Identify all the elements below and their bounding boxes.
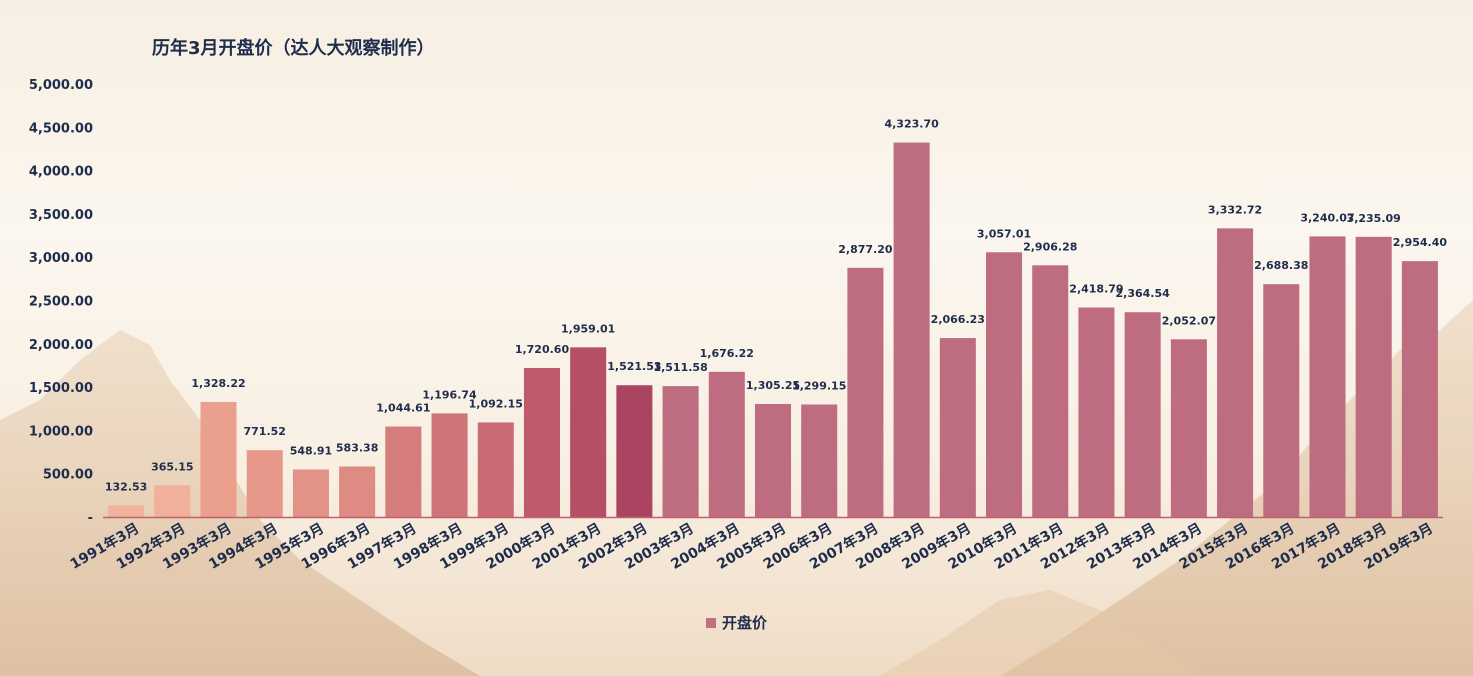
data-label: 771.52 <box>243 425 285 438</box>
y-tick-label: 2,500.00 <box>29 295 93 310</box>
data-label: 1,299.15 <box>792 379 846 392</box>
y-axis: - 500.00 1,000.00 1,500.00 2,000.00 2,500.00 3… <box>29 78 93 526</box>
bar <box>662 386 699 517</box>
bar <box>246 450 283 517</box>
y-tick-label: 2,000.00 <box>29 338 93 353</box>
bar <box>754 403 792 517</box>
data-label: 1,676.22 <box>700 347 754 360</box>
bar <box>570 347 607 517</box>
bar <box>847 267 884 517</box>
y-tick-label: 3,000.00 <box>29 251 93 266</box>
data-label: 1,720.60 <box>515 343 570 356</box>
bar <box>477 422 514 517</box>
data-label: 3,057.01 <box>977 227 1031 240</box>
data-label: 365.15 <box>151 460 193 473</box>
data-label: 1,959.01 <box>561 322 615 335</box>
bar <box>939 338 976 517</box>
bar <box>339 466 376 517</box>
data-label: 548.91 <box>290 444 332 457</box>
bar <box>986 252 1023 517</box>
bar <box>1217 228 1254 517</box>
y-tick-label: 4,000.00 <box>29 165 93 180</box>
y-tick-label: - <box>88 511 93 526</box>
data-label: 2,364.54 <box>1116 287 1171 300</box>
data-label: 3,235.09 <box>1347 212 1401 225</box>
data-label: 1,328.22 <box>191 377 245 390</box>
data-label: 1,521.53 <box>607 360 661 373</box>
data-labels-group: 132.53 365.15 1,328.22 771.52 548.91 583.38 1,… <box>105 118 1448 494</box>
data-label: 1,305.25 <box>746 379 800 392</box>
data-label: 1,196.74 <box>422 388 477 401</box>
y-tick-label: 500.00 <box>43 468 93 483</box>
data-label: 583.38 <box>336 441 378 454</box>
data-label: 3,240.07 <box>1300 211 1354 224</box>
y-tick-label: 3,500.00 <box>29 208 93 223</box>
bar <box>1309 236 1346 517</box>
bar <box>200 401 237 517</box>
data-label: 4,323.70 <box>884 118 939 131</box>
bar <box>385 426 422 517</box>
legend[interactable]: 开盘价 <box>0 612 1473 633</box>
bar <box>1078 307 1115 517</box>
bar <box>893 142 930 518</box>
data-label: 1,044.61 <box>376 402 430 415</box>
data-label: 1,092.15 <box>469 397 523 410</box>
bar <box>431 413 468 517</box>
bar <box>708 371 745 517</box>
bar <box>523 367 560 517</box>
bar <box>1170 339 1207 517</box>
data-label: 2,877.20 <box>838 243 893 256</box>
data-label: 2,954.40 <box>1393 236 1448 249</box>
bars-group <box>108 142 1438 518</box>
bar <box>1401 261 1438 517</box>
bar <box>616 385 653 517</box>
bar <box>292 469 329 517</box>
data-label: 2,906.28 <box>1023 240 1077 253</box>
data-label: 1,511.58 <box>653 361 707 374</box>
legend-label: 开盘价 <box>721 614 767 632</box>
bar <box>1355 236 1392 518</box>
y-tick-label: 4,500.00 <box>29 121 93 136</box>
y-tick-label: 1,000.00 <box>29 424 93 439</box>
y-tick-label: 5,000.00 <box>29 78 93 93</box>
data-label: 2,052.07 <box>1162 314 1216 327</box>
data-label: 3,332.72 <box>1208 203 1262 216</box>
bar <box>108 505 145 517</box>
data-label: 132.53 <box>105 481 147 494</box>
chart-title: 历年3月开盘价（达人大观察制作） <box>152 38 435 59</box>
bar <box>1032 265 1069 517</box>
data-label: 2,066.23 <box>931 313 985 326</box>
data-label: 2,418.79 <box>1069 283 1123 296</box>
data-label: 2,688.38 <box>1254 259 1308 272</box>
legend-swatch <box>705 618 716 628</box>
bar <box>154 485 191 517</box>
x-axis: 1991年3月1992年3月1993年3月1994年3月1995年3月1996年… <box>67 516 1443 573</box>
y-tick-label: 1,500.00 <box>29 381 93 396</box>
bar <box>1124 312 1161 517</box>
bar <box>1263 284 1300 517</box>
bar <box>801 404 838 517</box>
